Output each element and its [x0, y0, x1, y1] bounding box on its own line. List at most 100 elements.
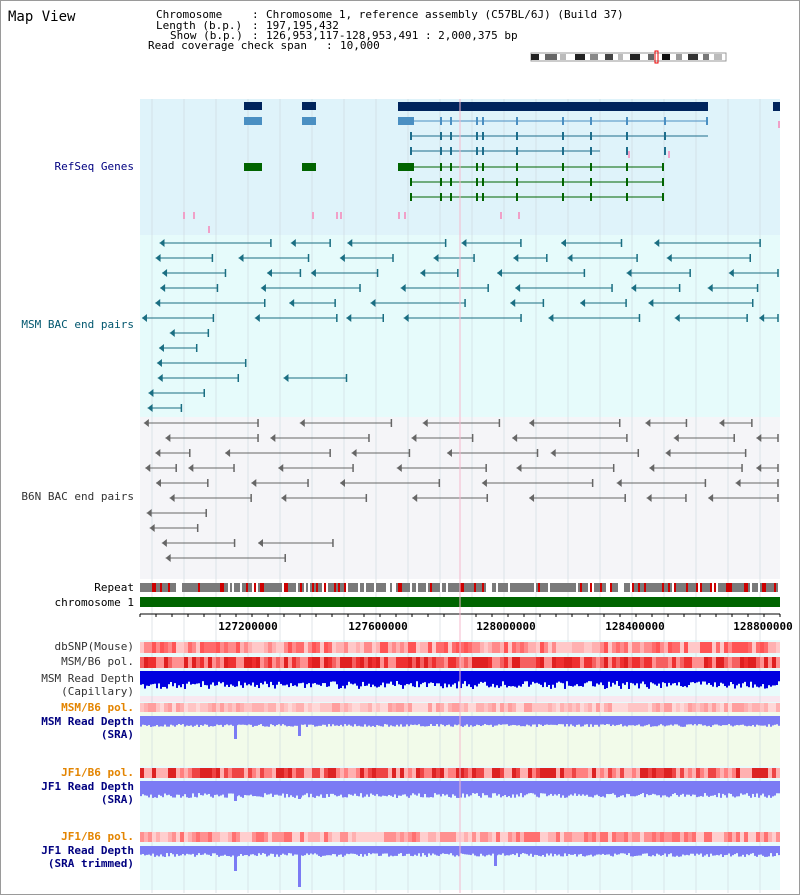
depth-bar [748, 671, 750, 688]
heat-cell [716, 768, 720, 778]
depth-bar [196, 846, 198, 856]
depth-bar [618, 781, 620, 798]
depth-bar [602, 671, 604, 686]
depth-bar [506, 716, 508, 725]
heat-cell [272, 703, 276, 712]
depth-bar [248, 781, 250, 796]
depth-bar [476, 671, 478, 687]
depth-bar [678, 846, 680, 857]
depth-bar [326, 846, 328, 856]
depth-bar [214, 781, 216, 795]
depth-bar [592, 846, 594, 857]
heat-cell [372, 832, 376, 842]
heat-cell [300, 768, 304, 778]
depth-bar [202, 716, 204, 726]
heat-cell [544, 832, 548, 842]
label-jf1-pol-1[interactable]: JF1/B6 pol. [61, 766, 134, 779]
heat-cell [316, 657, 320, 668]
label-b6n-bac[interactable]: B6N BAC end pairs [21, 490, 134, 503]
heat-cell [616, 703, 620, 712]
heat-cell [404, 768, 408, 778]
depth-bar [362, 781, 364, 798]
depth-bar [368, 716, 370, 726]
depth-bar [608, 716, 610, 725]
gene-exon [662, 178, 664, 186]
depth-bar [488, 781, 490, 798]
depth-bar [386, 716, 388, 725]
repeat-element [610, 583, 612, 592]
heat-cell [340, 642, 344, 653]
heat-cell [532, 642, 536, 653]
depth-bar [216, 671, 218, 686]
heat-cell [284, 703, 288, 712]
depth-bar [648, 846, 650, 857]
heat-cell [376, 642, 380, 653]
heat-cell [504, 642, 508, 653]
label-msm-pol-1[interactable]: MSM/B6 pol. [61, 655, 134, 668]
chromosome-ideogram[interactable] [530, 50, 727, 64]
label-chromosome[interactable]: chromosome 1 [54, 596, 134, 609]
depth-bar [312, 846, 314, 855]
position-axis [139, 613, 781, 617]
depth-bar [636, 781, 638, 796]
depth-bar [156, 671, 158, 689]
label-msm-bac[interactable]: MSM BAC end pairs [21, 318, 134, 331]
heat-cell [552, 642, 556, 653]
depth-bar [216, 781, 218, 795]
heat-cell [532, 768, 536, 778]
heat-cell [424, 832, 428, 842]
label-jf1-depth-sra-1[interactable]: JF1 Read Depth [41, 780, 134, 793]
depth-bar [398, 846, 400, 854]
depth-bar [474, 781, 476, 794]
repeat-element [638, 583, 640, 592]
heat-cell [604, 642, 608, 653]
depth-bar [364, 846, 366, 855]
heat-cell [352, 642, 356, 653]
repeat-element [630, 583, 632, 592]
depth-bar [250, 671, 252, 686]
repeat-element [394, 583, 396, 592]
label-refseq[interactable]: RefSeq Genes [54, 160, 134, 173]
label-dbsnp[interactable]: dbSNP(Mouse) [54, 640, 134, 653]
msm-bac-pairs[interactable] [141, 239, 779, 412]
depth-bar [350, 781, 352, 795]
heat-cell [748, 832, 752, 842]
depth-bar [220, 716, 222, 725]
bac-end-arrow [281, 494, 287, 502]
depth-bar [274, 671, 276, 689]
label-jf1-depth-trim-1[interactable]: JF1 Read Depth [41, 844, 134, 857]
depth-bar [284, 716, 286, 726]
label-msm-depth-sra-1[interactable]: MSM Read Depth [41, 715, 134, 728]
depth-bar [198, 671, 200, 684]
label-msm-pol-2[interactable]: MSM/B6 pol. [61, 701, 134, 714]
label-jf1-pol-2[interactable]: JF1/B6 pol. [61, 830, 134, 843]
label-msm-depth-cap-1[interactable]: MSM Read Depth [41, 672, 134, 685]
depth-bar [326, 781, 328, 795]
heat-cell [160, 703, 164, 712]
depth-bar [468, 846, 470, 855]
depth-bar [318, 716, 320, 726]
depth-bar [244, 846, 246, 856]
gene-exon [476, 117, 478, 125]
depth-bar [630, 671, 632, 683]
depth-bar [594, 716, 596, 725]
heat-cell [728, 832, 732, 842]
depth-bar [384, 716, 386, 725]
depth-bar [720, 846, 722, 855]
depth-bar [308, 671, 310, 684]
depth-bar [770, 846, 772, 854]
depth-bar [628, 671, 630, 689]
depth-bar [352, 716, 354, 727]
depth-bar [756, 671, 758, 687]
heat-cell [736, 832, 740, 842]
depth-bar [556, 846, 558, 856]
b6n-bac-pairs[interactable] [143, 419, 779, 562]
depth-bar [726, 846, 728, 855]
heat-cell [336, 657, 340, 668]
depth-bar [344, 846, 346, 856]
label-repeat[interactable]: Repeat [94, 581, 134, 594]
refseq-genes[interactable] [183, 102, 780, 233]
depth-bar [432, 846, 434, 854]
heat-cell [220, 703, 224, 712]
